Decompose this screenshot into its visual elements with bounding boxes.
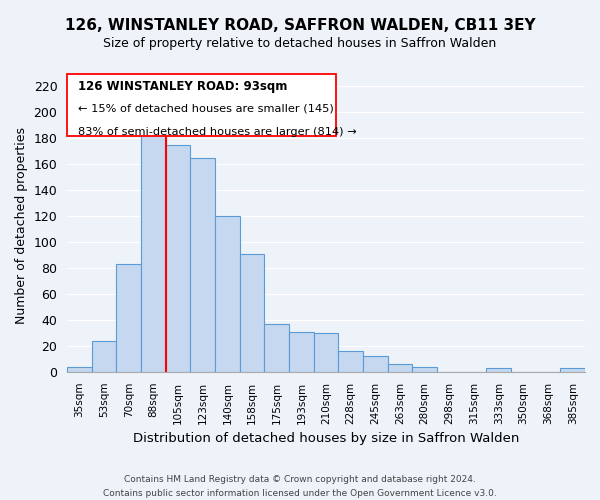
Text: 126, WINSTANLEY ROAD, SAFFRON WALDEN, CB11 3EY: 126, WINSTANLEY ROAD, SAFFRON WALDEN, CB… [65, 18, 535, 32]
Bar [67, 366, 92, 372]
Bar [314, 333, 338, 372]
X-axis label: Distribution of detached houses by size in Saffron Walden: Distribution of detached houses by size … [133, 432, 519, 445]
Text: 83% of semi-detached houses are larger (814) →: 83% of semi-detached houses are larger (… [77, 126, 356, 136]
Text: 126 WINSTANLEY ROAD: 93sqm: 126 WINSTANLEY ROAD: 93sqm [77, 80, 287, 93]
Bar [388, 364, 412, 372]
Bar [412, 366, 437, 372]
Bar [487, 368, 511, 372]
Bar [92, 340, 116, 372]
Bar [240, 254, 265, 372]
Text: Size of property relative to detached houses in Saffron Walden: Size of property relative to detached ho… [103, 38, 497, 51]
Bar [190, 158, 215, 372]
Bar [116, 264, 141, 372]
Text: ← 15% of detached houses are smaller (145): ← 15% of detached houses are smaller (14… [77, 104, 333, 114]
Bar [265, 324, 289, 372]
Bar [166, 145, 190, 372]
Bar [289, 332, 314, 372]
Bar [215, 216, 240, 372]
Text: Contains HM Land Registry data © Crown copyright and database right 2024.
Contai: Contains HM Land Registry data © Crown c… [103, 476, 497, 498]
Bar [363, 356, 388, 372]
Bar [338, 351, 363, 372]
Y-axis label: Number of detached properties: Number of detached properties [15, 128, 28, 324]
Bar [560, 368, 585, 372]
Bar [141, 132, 166, 372]
FancyBboxPatch shape [67, 74, 337, 136]
